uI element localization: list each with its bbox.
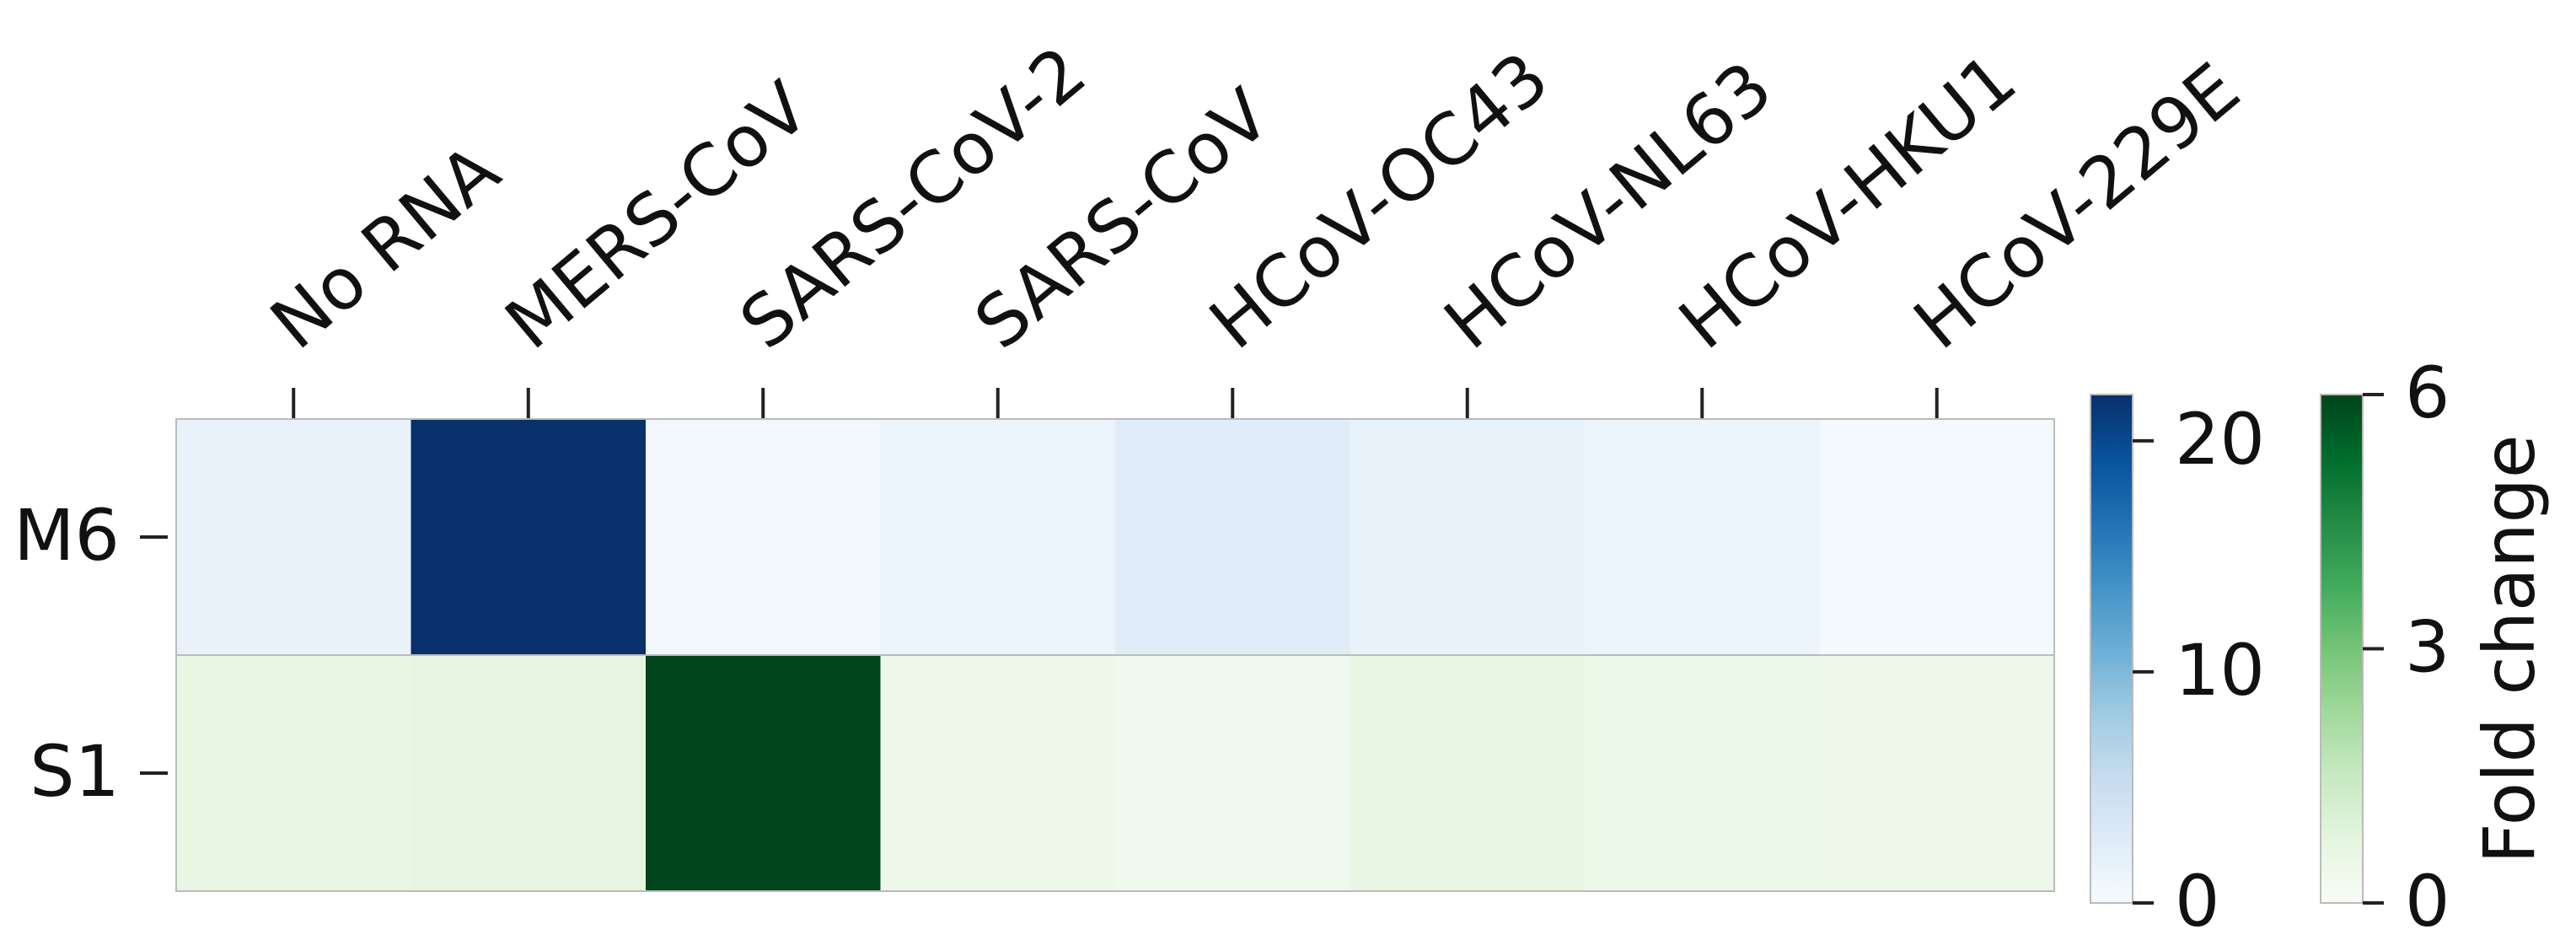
heatmap-cell [880, 419, 1116, 655]
colorbar-tick-label: 20 [2175, 398, 2265, 481]
colorbar-label: Fold change [2468, 434, 2551, 863]
heatmap-cell [1115, 655, 1350, 891]
row-frame [175, 654, 2055, 892]
heatmap-cell [1350, 655, 1586, 891]
heatmap-cell [176, 419, 411, 655]
heatmap-cell [1819, 655, 2055, 891]
colorbar [2090, 394, 2133, 904]
colorbar [2320, 394, 2364, 904]
row-label: M6 [13, 494, 120, 577]
heatmap-cell [1585, 655, 1820, 891]
heatmap-cell [411, 419, 647, 655]
row-label: S1 [30, 730, 120, 813]
heatmap-cell [411, 655, 647, 891]
heatmap-cell [646, 655, 881, 891]
heatmap-cell [646, 419, 881, 655]
colorbar-tick-label: 10 [2175, 629, 2265, 712]
heatmap-cell [880, 655, 1116, 891]
colorbar-tick-label: 0 [2405, 860, 2450, 943]
heatmap-cell [176, 655, 411, 891]
heatmap-cell [1350, 419, 1586, 655]
heatmap-cell [1819, 419, 2055, 655]
x-tick-label: No RNA [255, 128, 515, 365]
colorbar-tick-label: 6 [2405, 352, 2450, 434]
colorbar-tick-label: 3 [2405, 605, 2450, 688]
heatmap-cell [1585, 419, 1820, 655]
heatmap-cell [1115, 419, 1350, 655]
colorbar-tick-label: 0 [2175, 860, 2219, 943]
